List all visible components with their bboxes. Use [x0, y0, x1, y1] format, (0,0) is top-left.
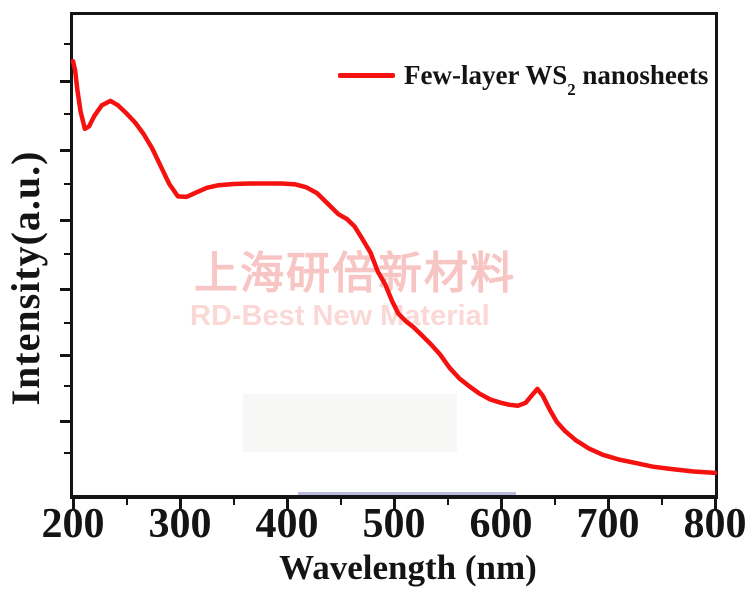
legend-line-swatch	[338, 72, 395, 78]
y-minor-tick	[64, 182, 70, 185]
x-tick-label: 400	[255, 501, 319, 547]
legend-label: Few-layer WS2 nanosheets	[404, 59, 709, 97]
y-major-tick	[60, 149, 70, 153]
y-minor-tick	[64, 253, 70, 256]
x-tick-label: 500	[362, 501, 426, 547]
x-tick-label: 600	[469, 501, 533, 547]
faint-watermark-box	[243, 394, 457, 452]
legend-label-pre: Few-layer WS	[404, 60, 568, 90]
y-major-tick	[60, 419, 70, 423]
x-tick-label: 800	[683, 501, 747, 547]
y-axis-label: Intensity(a.u.)	[3, 150, 48, 406]
x-minor-tick	[553, 499, 556, 505]
x-tick-label: 200	[41, 501, 105, 547]
plot-area	[70, 12, 718, 499]
x-major-tick	[499, 499, 503, 509]
x-tick-label: 300	[148, 501, 212, 547]
blue-axis-watermark	[298, 492, 516, 495]
x-minor-tick	[446, 499, 449, 505]
x-major-tick	[285, 499, 289, 509]
x-major-tick	[71, 499, 75, 509]
watermark-english: RD-Best New Material	[190, 300, 490, 332]
y-major-tick	[60, 219, 70, 223]
legend-label-post: nanosheets	[575, 60, 709, 90]
y-minor-tick	[64, 322, 70, 325]
y-major-tick	[60, 354, 70, 358]
x-minor-tick	[660, 499, 663, 505]
x-major-tick	[606, 499, 610, 509]
y-minor-tick	[64, 112, 70, 115]
y-minor-tick	[64, 452, 70, 455]
y-minor-tick	[64, 42, 70, 45]
y-minor-tick	[64, 385, 70, 388]
x-axis-label: Wavelength (nm)	[279, 548, 537, 587]
y-major-tick	[60, 287, 70, 291]
y-major-tick	[60, 79, 70, 83]
watermark-chinese: 上海研倍新材料	[194, 248, 516, 299]
x-minor-tick	[232, 499, 235, 505]
x-minor-tick	[339, 499, 342, 505]
spectrum-curve	[70, 58, 718, 476]
x-major-tick	[178, 499, 182, 509]
x-major-tick	[713, 499, 717, 509]
x-major-tick	[392, 499, 396, 509]
legend: Few-layer WS2 nanosheets	[338, 59, 709, 97]
spectrum-plot-svg	[70, 58, 718, 476]
x-tick-label: 700	[576, 501, 640, 547]
x-minor-tick	[125, 499, 128, 505]
legend-label-subscript: 2	[567, 79, 576, 99]
